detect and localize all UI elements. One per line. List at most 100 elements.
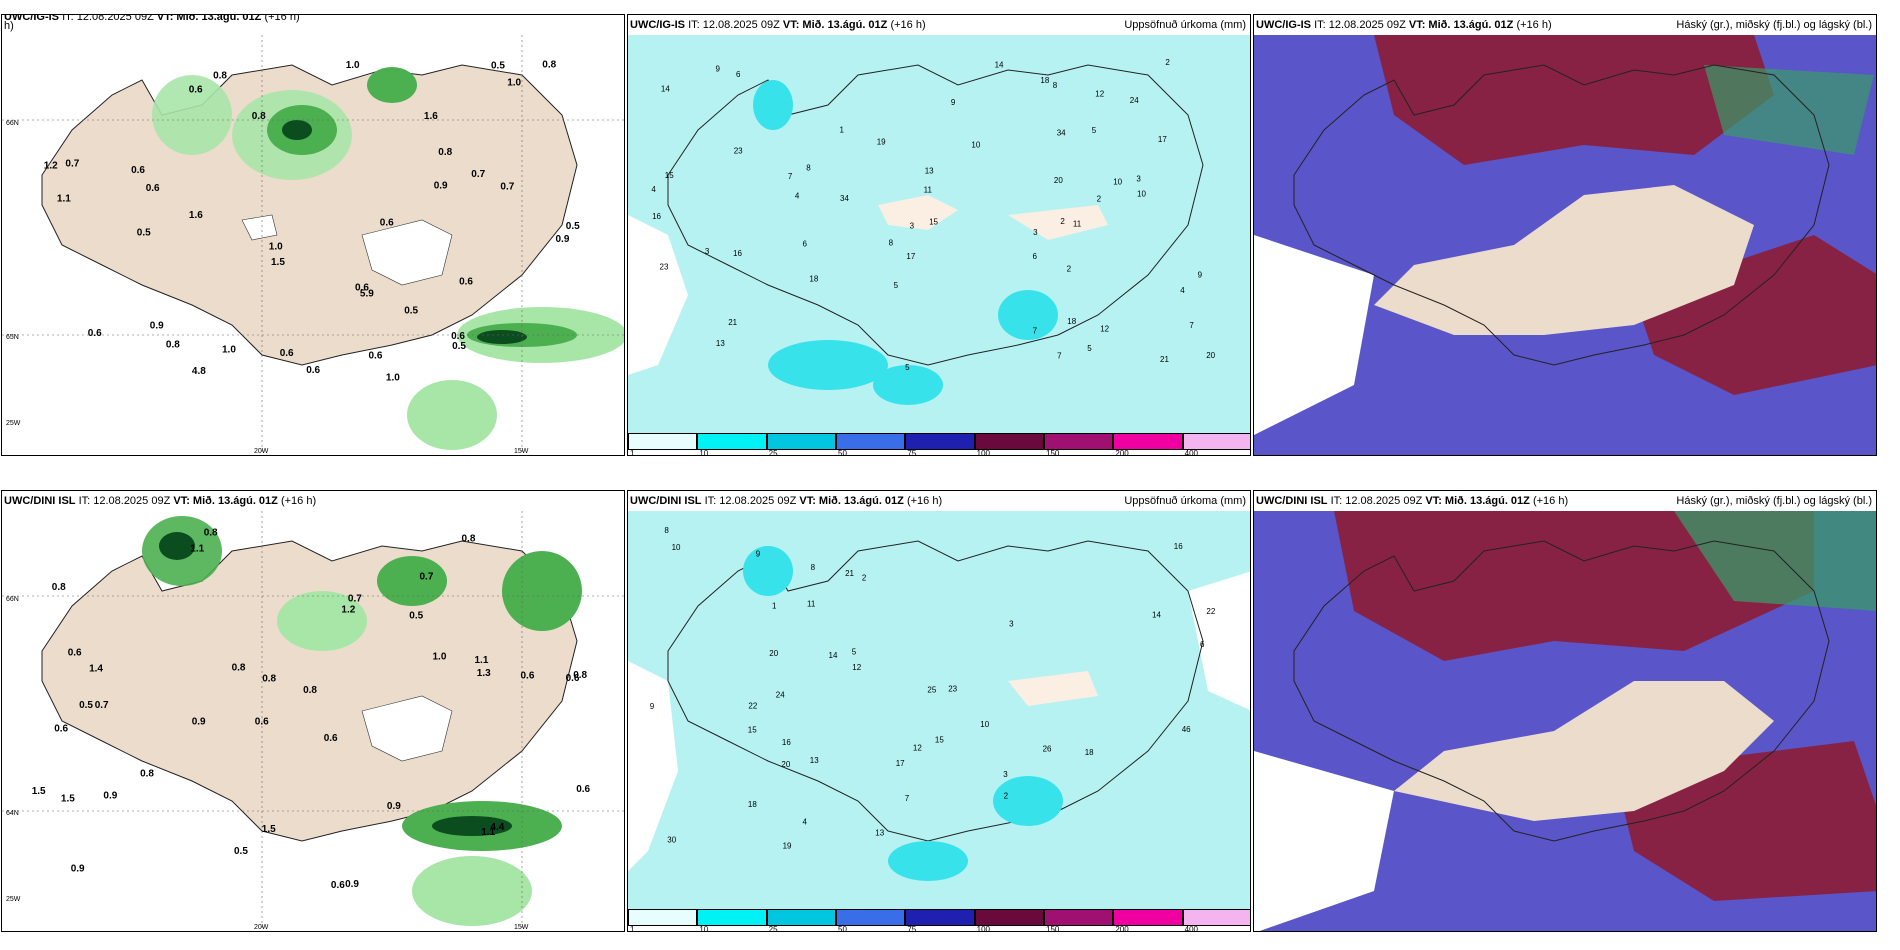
map-value-label: 0.6 — [88, 328, 102, 339]
map-value-label: 17 — [1158, 135, 1167, 144]
map-value-label: 14 — [995, 61, 1004, 70]
map-value-label: 0.9 — [150, 320, 164, 331]
panel-subtitle: Háský (gr.), miðský (fj.bl.) og lágský (… — [1676, 19, 1872, 31]
accum-area — [993, 776, 1063, 826]
map-value-label: 15 — [665, 171, 674, 180]
panel-subtitle: Háský (gr.), miðský (fj.bl.) og lágský (… — [1676, 495, 1872, 507]
map-value-label: 17 — [906, 252, 915, 261]
panel-subtitle: Uppsöfnuð úrkoma (mm) — [1124, 495, 1246, 507]
axis-label: 65N — [6, 334, 19, 341]
valid-time: VT: Mið. 13.ágú. 01Z — [782, 19, 888, 31]
glacier — [361, 219, 453, 286]
color-legend: 1 10 25 50 75 100 150 200 400 — [628, 433, 1250, 456]
axis-label: 25W — [6, 420, 21, 427]
legend-swatch — [697, 433, 767, 450]
accum-area — [753, 80, 793, 130]
legend-swatch — [905, 433, 975, 450]
map-value-label: 23 — [660, 262, 669, 271]
map-value-label: 6 — [1033, 252, 1038, 261]
panel-header: UWC/IG-IS IT: 12.08.2025 09Z VT: Mið. 13… — [2, 14, 624, 27]
map-value-label: 0.6 — [459, 276, 473, 287]
map-value-label: 12 — [1095, 90, 1104, 99]
map-value-label: 13 — [925, 167, 934, 176]
map-value-label: 0.8 — [52, 582, 66, 593]
precip-area — [282, 120, 312, 140]
legend-label: 200 — [1115, 925, 1129, 932]
map-value-label: 21 — [728, 318, 737, 327]
map-value-label: 8 — [1053, 81, 1058, 90]
map-value-label: 24 — [1130, 96, 1139, 105]
precip-map: 1.00.60.90.6 0.70.60.91.61.50.80.61.21.00… — [2, 35, 624, 455]
map-value-label: 8 — [811, 563, 816, 572]
lead-time: (+16 h) — [264, 14, 300, 23]
panel-cloud-igis: UWC/IG-IS IT: 12.08.2025 09Z VT: Mið. 13… — [1253, 14, 1877, 456]
map-value-label: 0.9 — [192, 716, 206, 727]
init-time: IT: 12.08.2025 09Z — [688, 19, 780, 31]
legend-label: 100 — [976, 449, 991, 456]
map-value-label: 2 — [1060, 217, 1065, 226]
map-value-label: 5 — [905, 363, 910, 372]
map-value-label: 3 — [1033, 228, 1038, 237]
map-value-label: 18 — [1067, 317, 1076, 326]
map-value-label: 34 — [1057, 128, 1066, 137]
map-value-label: 0.8 — [166, 340, 180, 351]
legend-label: 25 — [768, 449, 778, 456]
map-value-label: 0.6 — [355, 283, 369, 294]
sea-white — [1188, 571, 1250, 711]
model-title: UWC/IG-IS — [630, 19, 685, 31]
map-value-label: 14 — [661, 84, 670, 93]
map-value-label: 13 — [875, 829, 884, 838]
map-value-label: 6 — [803, 240, 808, 249]
map-value-label: 0.8 — [542, 60, 556, 71]
accum-area — [873, 365, 943, 405]
model-title: UWC/DINI ISL — [4, 495, 76, 507]
map-value-label: 0.5 — [404, 306, 418, 317]
map-value-label: 18 — [809, 275, 818, 284]
map-value-label: 21 — [845, 569, 854, 578]
valid-time: VT: Mið. 13.ágú. 01Z — [173, 495, 278, 507]
lead-time: (+16 h) — [906, 495, 943, 507]
map-value-label: 0.5 — [234, 846, 248, 857]
map-value-label: 24 — [776, 691, 785, 700]
sea-white — [628, 661, 678, 871]
legend-label: 1 — [630, 449, 635, 456]
map-value-label: 4 — [795, 191, 800, 200]
map-value-label: 15 — [929, 218, 938, 227]
map-value-label: 20 — [1206, 351, 1215, 360]
map-value-label: 10 — [971, 140, 980, 149]
precip-area — [407, 380, 497, 450]
legend-swatch — [766, 909, 836, 926]
map-value-label: 4 — [803, 818, 808, 827]
lead-time: (+16 h) — [1532, 495, 1569, 507]
map-value-label: 5.9 — [360, 289, 374, 300]
map-value-label: 0.6 — [331, 880, 345, 891]
axis-label: 20W — [254, 924, 269, 931]
map-value-label: 11 — [1073, 220, 1082, 229]
map-value-label: 4 — [651, 185, 656, 194]
map-value-label: 0.8 — [573, 670, 587, 681]
map-value-label: 0.9 — [387, 801, 401, 812]
panel-precip-dini: UWC/DINI ISL IT: 12.08.2025 09Z VT: Mið.… — [1, 490, 625, 932]
precip-area — [432, 816, 512, 836]
map-value-label: 0.6 — [280, 348, 294, 359]
map-value-label: 0.8 — [438, 147, 452, 158]
panel-header: UWC/DINI ISL IT: 12.08.2025 09Z VT: Mið.… — [1254, 491, 1876, 511]
panel-header: UWC/DINI ISL IT: 12.08.2025 09Z VT: Mið.… — [628, 491, 1250, 511]
map-value-label: 0.6 — [324, 733, 338, 744]
precip-area — [502, 551, 582, 631]
map-value-label: 9 — [650, 702, 655, 711]
map-value-label: 13 — [810, 756, 819, 765]
panel-subtitle: Uppsöfnuð úrkoma (mm) — [1124, 19, 1246, 31]
panel-cloud-dini: UWC/DINI ISL IT: 12.08.2025 09Z VT: Mið.… — [1253, 490, 1877, 932]
map-value-label: 7 — [1033, 327, 1038, 336]
legend-label: 100 — [976, 925, 991, 932]
legend-label: 25 — [768, 925, 778, 932]
precip-area — [152, 75, 232, 155]
legend-swatch — [974, 433, 1044, 450]
map-value-label: 5 — [852, 648, 857, 657]
legend-label: 50 — [838, 925, 847, 932]
legend-swatch — [766, 433, 836, 450]
map-value-label: 4.4 — [490, 822, 504, 833]
